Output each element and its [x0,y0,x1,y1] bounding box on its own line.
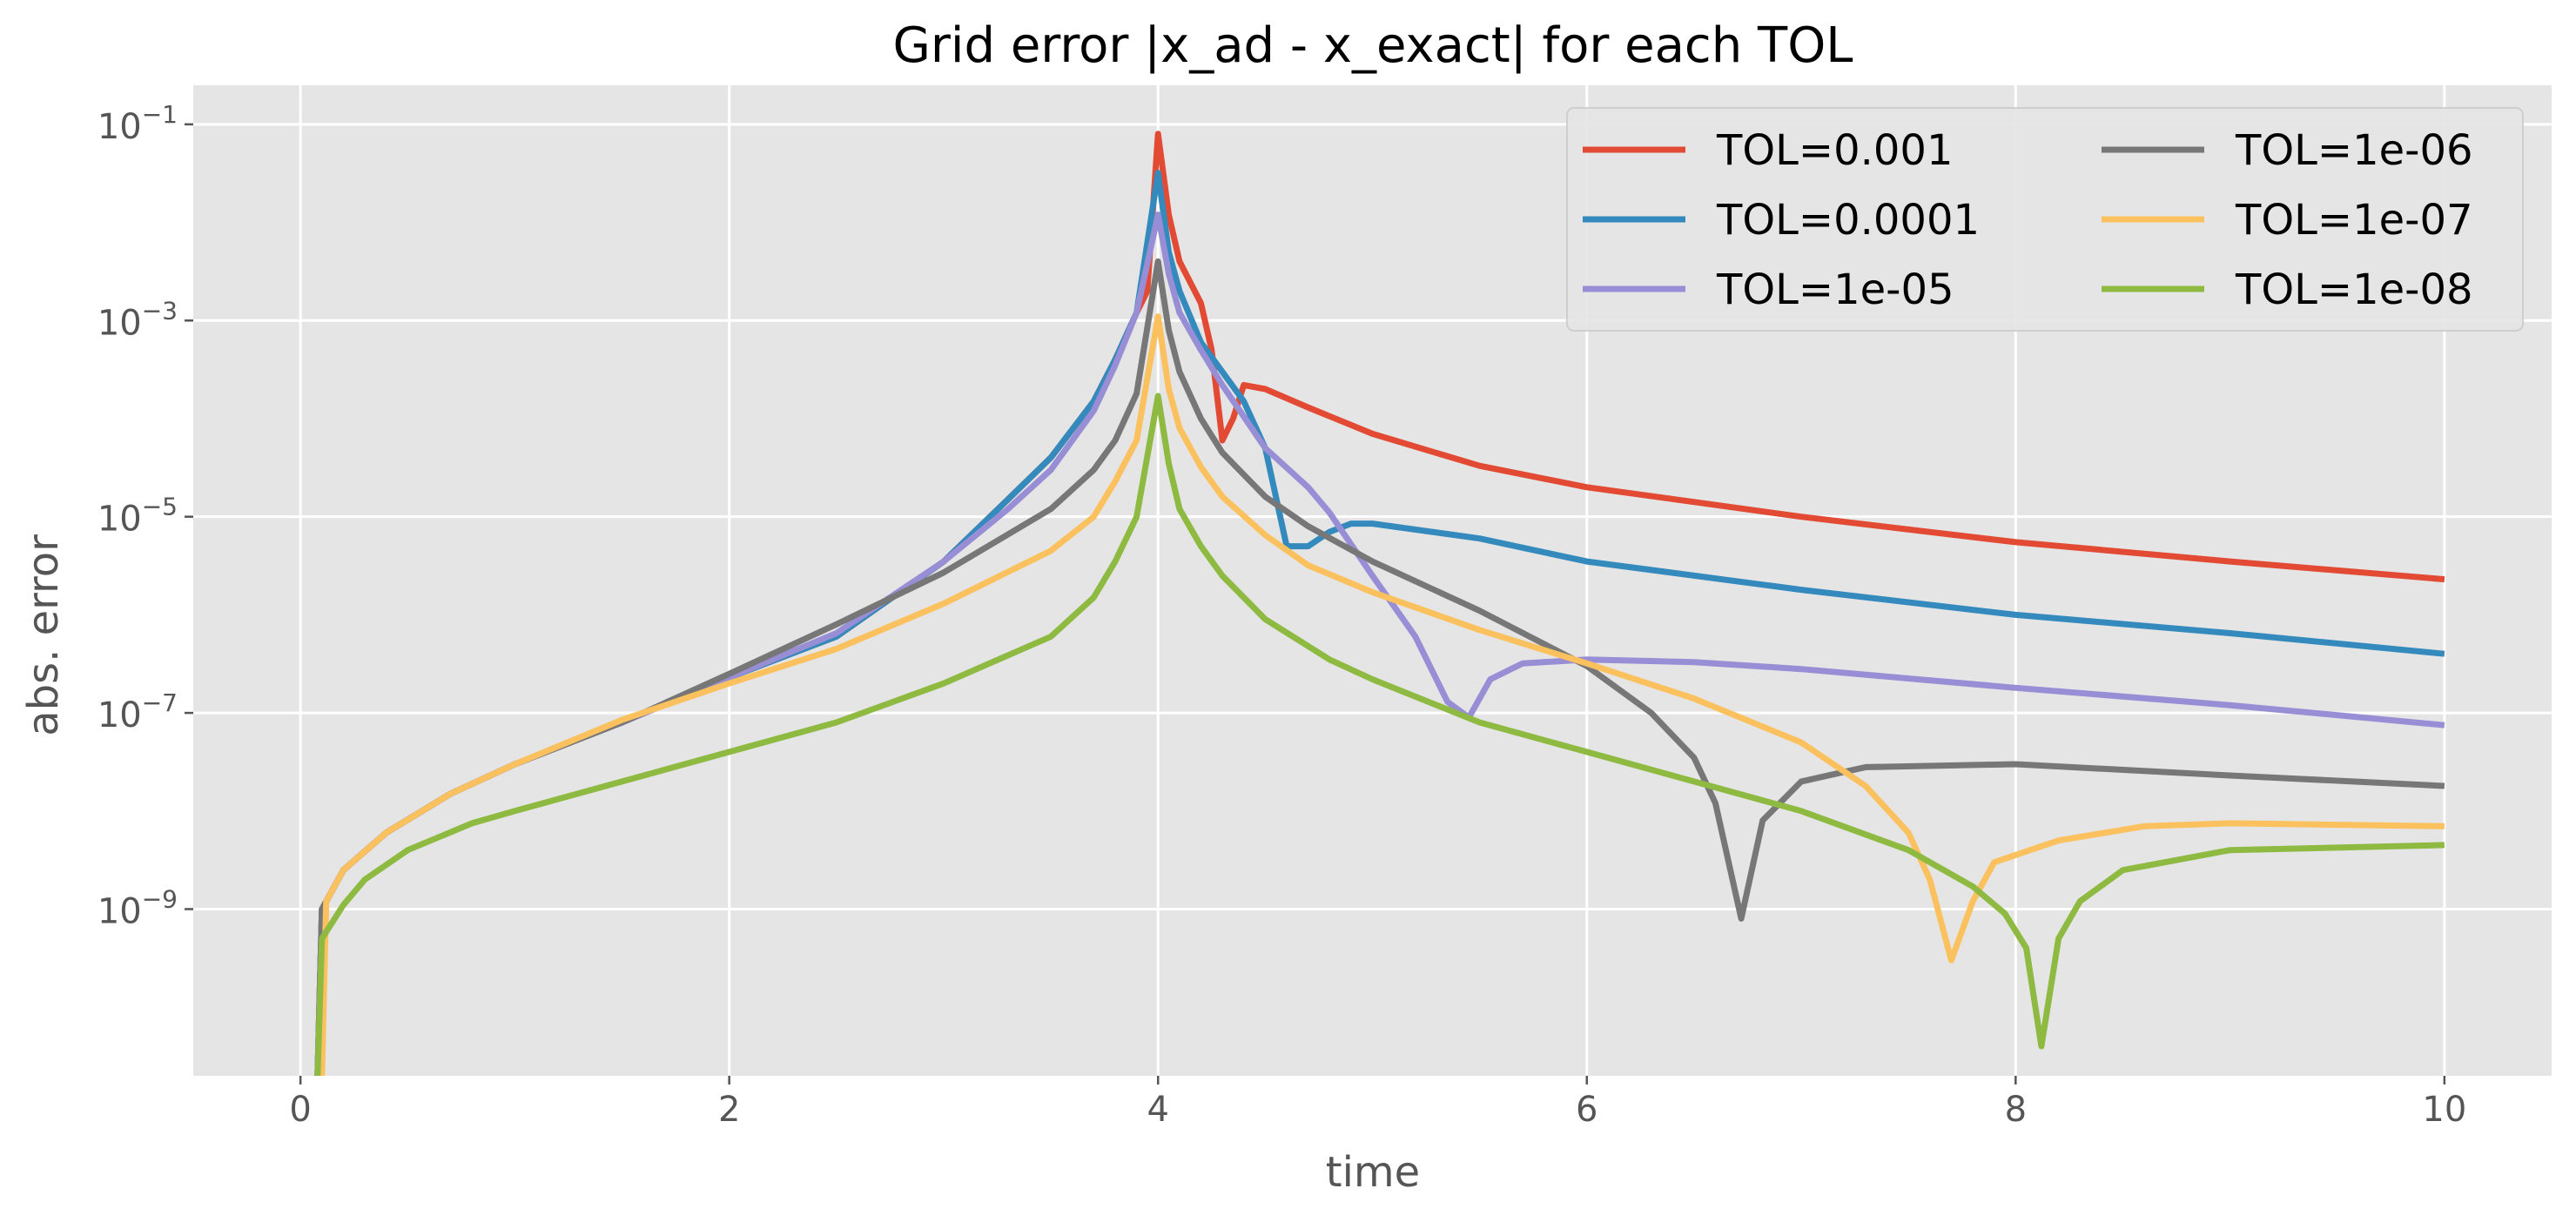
y-tick-label: 10−7 [98,688,178,735]
y-tick-label: 10−3 [98,296,178,343]
chart-title: Grid error |x_ad - x_exact| for each TOL [893,17,1853,74]
x-tick-label: 0 [289,1090,311,1130]
legend-box [1566,107,2524,332]
legend-entry-label: TOL=0.0001 [1716,196,1980,245]
legend-entry-label: TOL=1e-05 [1716,265,1954,314]
legend: TOL=0.001 TOL=0.0001 TOL=1e-05 TOL=1e-06 TOL… [1566,107,2524,332]
y-tick-label: 10−5 [98,493,178,540]
x-tick-label: 8 [2005,1090,2027,1130]
legend-entry-label: TOL=1e-06 [2235,126,2473,175]
x-axis-label: time [1326,1148,1420,1197]
y-tick-label: 10−9 [98,885,178,932]
legend-entry-label: TOL=1e-07 [2235,196,2473,245]
legend-entry-label: TOL=0.001 [1716,126,1953,175]
y-tick-label: 10−1 [98,100,178,147]
legend-entry-label: TOL=1e-08 [2235,265,2473,314]
x-tick-label: 2 [718,1090,740,1130]
y-axis-label: abs. error [19,534,68,736]
series-line-5 [319,313,2445,1076]
x-tick-label: 4 [1147,1090,1169,1130]
x-tick-label: 6 [1576,1090,1597,1130]
series-line-6 [314,393,2445,1076]
x-tick-label: 10 [2422,1090,2466,1130]
